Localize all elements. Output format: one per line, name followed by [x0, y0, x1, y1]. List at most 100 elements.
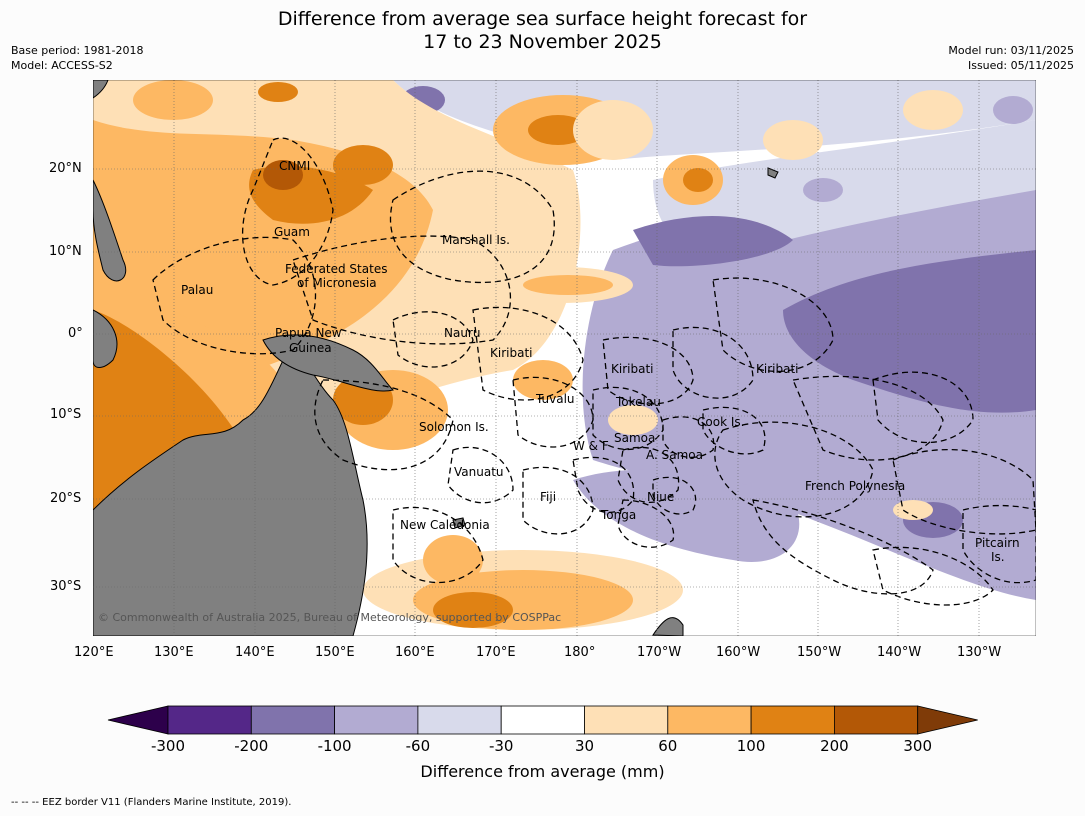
lat-label: 20°S: [50, 491, 82, 506]
colorbar-swatch: [417, 705, 502, 735]
label-marshall: Marshall Is.: [442, 233, 510, 247]
lat-label: 20°N: [49, 161, 82, 176]
label-cnmi: CNMI: [279, 159, 310, 173]
label-palau: Palau: [181, 283, 213, 297]
meta-right: Model run: 03/11/2025 Issued: 05/11/2025: [948, 43, 1074, 73]
eez-borders: [152, 137, 1036, 606]
lon-label: 150°E: [315, 645, 355, 660]
colorbar-extend-high: [917, 705, 978, 735]
title-line-2: 17 to 23 November 2025: [423, 31, 662, 53]
lat-label: 10°N: [49, 244, 82, 259]
colorbar-swatch: [334, 705, 419, 735]
meta-left: Base period: 1981-2018 Model: ACCESS-S2: [11, 43, 143, 73]
label-fsm-1: Federated States: [285, 262, 387, 276]
label-newcal: New Caledonia: [400, 518, 490, 532]
colorbar-swatch: [584, 705, 669, 735]
lon-label: 160°E: [395, 645, 435, 660]
negative-anomaly-zone: [573, 469, 800, 562]
graticule: [93, 80, 1036, 636]
colorbar-swatch: [834, 705, 919, 735]
colorbar-swatch: [500, 705, 585, 735]
colorbar-tick: -30: [489, 737, 514, 755]
borneo-sulawesi: [93, 309, 118, 368]
label-samoa: Samoa: [614, 431, 655, 445]
strong-negative-zone: [783, 250, 1036, 413]
label-kiribati-west: Kiribati: [490, 346, 532, 360]
label-cook: Cook Is.: [697, 415, 744, 429]
negative-anomaly-zone: [993, 96, 1033, 124]
sea-level-map: CNMI Guam Marshall Is. Federated States …: [93, 80, 1036, 636]
label-solomon: Solomon Is.: [419, 420, 489, 434]
colorbar-swatch: [750, 705, 835, 735]
strong-negative-zone: [633, 216, 793, 267]
chart-title: Difference from average sea surface heig…: [0, 8, 1085, 54]
positive-anomaly-zone: [903, 90, 963, 130]
new-guinea: [262, 334, 394, 392]
colorbar-tick: 300: [903, 737, 932, 755]
lat-label: 10°S: [50, 407, 82, 422]
positive-anomaly-zone: [258, 82, 298, 102]
label-tonga: Tonga: [600, 508, 636, 522]
lon-label: 130°W: [957, 645, 1002, 660]
copyright-notice: © Commonwealth of Australia 2025, Bureau…: [98, 611, 561, 624]
positive-anomaly-zone: [608, 405, 658, 435]
philippines: [93, 179, 127, 282]
label-pitcairn-2: Is.: [991, 550, 1005, 564]
lon-label: 140°W: [877, 645, 922, 660]
label-nauru: Nauru: [444, 326, 480, 340]
colorbar-swatch: [167, 705, 252, 735]
negative-anomaly-zone: [803, 178, 843, 202]
positive-anomaly-zone: [573, 100, 653, 160]
label-niue: Niue: [647, 490, 674, 504]
label-png-1: Papua New: [275, 326, 342, 340]
label-wf: W & F: [573, 439, 609, 453]
label-tokelau: Tokelau: [615, 395, 661, 409]
colorbar-tick: 30: [575, 737, 594, 755]
lon-label: 140°E: [235, 645, 275, 660]
colorbar-tick: 200: [820, 737, 849, 755]
region-labels: CNMI Guam Marshall Is. Federated States …: [181, 159, 1020, 564]
lon-label: 170°W: [637, 645, 682, 660]
positive-anomaly-zone: [528, 115, 588, 145]
colorbar-tick: -300: [151, 737, 185, 755]
lon-label: 170°E: [476, 645, 516, 660]
positive-anomaly-zone: [893, 500, 933, 520]
model-name: Model: ACCESS-S2: [11, 59, 113, 72]
colorbar-extend-low: [107, 705, 169, 735]
strong-positive-zone: [263, 160, 303, 190]
label-png-2: Guinea: [289, 341, 332, 355]
colorbar-tick: -200: [234, 737, 268, 755]
new-zealand: [652, 617, 684, 636]
colorbar-swatch: [250, 705, 336, 735]
positive-anomaly-zone: [423, 535, 483, 585]
positive-anomaly-zone: [333, 145, 393, 185]
positive-anomaly-zone: [433, 592, 513, 628]
label-fpoly: French Polynesia: [805, 479, 905, 493]
lon-label: 150°W: [797, 645, 842, 660]
colorbar-tick: 60: [658, 737, 677, 755]
hawaii: [767, 167, 779, 179]
lat-label: 30°S: [50, 579, 82, 594]
colorbar-title: Difference from average (mm): [420, 762, 665, 781]
label-kiribati-east: Kiribati: [756, 362, 798, 376]
issued-date: Issued: 05/11/2025: [967, 59, 1074, 72]
lon-label: 120°E: [74, 645, 114, 660]
title-line-1: Difference from average sea surface heig…: [277, 8, 808, 30]
positive-anomaly-zone: [523, 275, 613, 295]
positive-anomaly-zone: [683, 168, 713, 192]
lon-label: 180°: [564, 645, 596, 660]
negative-anomaly-zone: [958, 538, 1028, 582]
lon-label: 160°W: [716, 645, 761, 660]
label-fsm-2: of Micronesia: [297, 276, 377, 290]
label-asamoa: A. Samoa: [646, 448, 703, 462]
lat-label: 0°: [68, 326, 83, 341]
positive-anomaly-zone: [763, 120, 823, 160]
model-run: Model run: 03/11/2025: [948, 44, 1074, 57]
colorbar-tick: -100: [318, 737, 352, 755]
label-vanuatu: Vanuatu: [454, 465, 504, 479]
colorbar-swatch: [667, 705, 752, 735]
colorbar-tick: 100: [737, 737, 766, 755]
land: [93, 80, 779, 636]
label-fiji: Fiji: [540, 490, 556, 504]
positive-anomaly-zone: [513, 360, 573, 400]
